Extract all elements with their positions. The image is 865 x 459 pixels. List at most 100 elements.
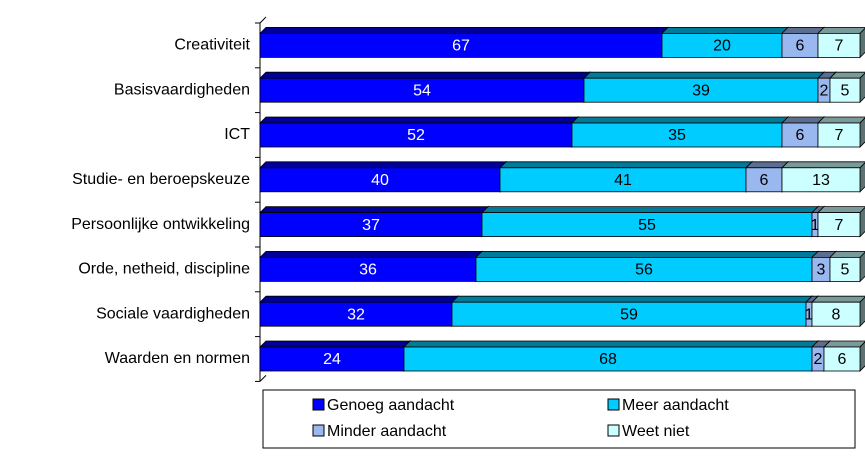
bar-front (745, 167, 783, 193)
data-label: 6 (796, 127, 805, 144)
bar-top (451, 295, 813, 303)
data-label: 1 (805, 306, 814, 323)
bar-front (259, 33, 663, 58)
data-label: 5 (841, 262, 850, 279)
category-label: Sociale vaardigheden (96, 305, 250, 322)
bar-segment (259, 205, 489, 238)
bar-front (499, 167, 747, 193)
bar-front (817, 212, 861, 238)
data-label: 40 (371, 172, 389, 189)
bar-front (781, 33, 819, 58)
axis-line (259, 16, 267, 24)
data-label: 2 (814, 351, 823, 368)
bar-top (259, 295, 459, 303)
bar-top (403, 340, 819, 348)
bar-front (259, 256, 477, 282)
bar-front (817, 33, 861, 58)
bar-top (259, 116, 579, 124)
bar-segment (823, 340, 865, 372)
bar-top (481, 206, 819, 214)
legend-box (262, 389, 856, 449)
data-label: 36 (359, 262, 377, 279)
bar-top (781, 26, 825, 34)
bar-top (817, 116, 865, 124)
bar-top (811, 295, 865, 303)
data-label: 6 (838, 351, 847, 368)
legend-swatch (607, 424, 620, 437)
bar-segment (583, 71, 825, 104)
bar-top (259, 71, 591, 79)
data-label: 2 (820, 82, 829, 99)
category-label: Studie- en beroepskeuze (72, 171, 250, 188)
bar-segment (259, 295, 459, 328)
bar-segment (259, 71, 591, 104)
bar-segment (481, 205, 819, 238)
legend-label: Genoeg aandacht (327, 397, 455, 414)
bar-top (259, 206, 489, 214)
bar-front (259, 77, 585, 103)
legend-swatch (312, 398, 325, 411)
bar-front (811, 301, 861, 327)
bar-front (829, 256, 861, 282)
bar-top (475, 250, 819, 258)
category-label: Persoonlijke ontwikkeling (71, 216, 250, 233)
bar-top (823, 340, 865, 348)
data-label: 7 (835, 38, 844, 55)
bar-segment (817, 206, 865, 238)
data-label: 41 (614, 172, 632, 189)
data-label: 24 (323, 351, 341, 368)
bar-front (259, 346, 405, 372)
data-label: 59 (620, 306, 638, 323)
bar-top (817, 206, 865, 214)
data-label: 54 (413, 82, 431, 99)
bar-top (259, 26, 669, 34)
bar-top (259, 161, 507, 169)
bar-segment (781, 161, 865, 193)
legend-label: Minder aandacht (327, 423, 447, 440)
bar-segment (811, 295, 865, 328)
legend-swatch (312, 424, 325, 437)
category-label: Orde, netheid, discipline (78, 261, 250, 278)
legend-label: Meer aandacht (622, 397, 729, 414)
bar-front (781, 122, 819, 148)
bar-top (745, 161, 789, 169)
bar-top (499, 161, 753, 169)
data-label: 5 (841, 82, 850, 99)
bar-front (817, 122, 861, 148)
bar-top (661, 26, 789, 34)
bar-front (259, 301, 453, 327)
data-label: 8 (832, 306, 841, 323)
data-label: 6 (796, 38, 805, 55)
bar-segment (499, 160, 753, 193)
bar-front (451, 301, 807, 327)
bar-segment (817, 26, 865, 59)
data-label: 1 (811, 217, 820, 234)
bar-segment (829, 250, 865, 283)
bar-segment (259, 340, 411, 372)
data-label: 56 (635, 262, 653, 279)
data-label: 32 (347, 306, 365, 323)
data-label: 52 (407, 127, 425, 144)
bar-top (583, 71, 825, 79)
data-label: 13 (812, 172, 830, 189)
legend-label: Weet niet (622, 423, 690, 440)
category-label: Basisvaardigheden (114, 81, 250, 98)
data-label: 35 (668, 127, 686, 144)
bar-segment (259, 250, 483, 283)
data-label: 20 (713, 38, 731, 55)
bar-segment (475, 250, 819, 283)
bar-front (781, 167, 861, 193)
data-label: 67 (452, 38, 470, 55)
data-label: 3 (817, 262, 826, 279)
bar-top (259, 340, 411, 348)
data-label: 37 (362, 217, 380, 234)
bar-top (829, 250, 865, 258)
bar-top (781, 161, 865, 169)
bar-top (817, 26, 865, 34)
data-label: 6 (760, 172, 769, 189)
data-label: 68 (599, 351, 617, 368)
axis-line (259, 375, 267, 382)
bar-top (571, 116, 789, 124)
legend-swatch (607, 398, 620, 411)
